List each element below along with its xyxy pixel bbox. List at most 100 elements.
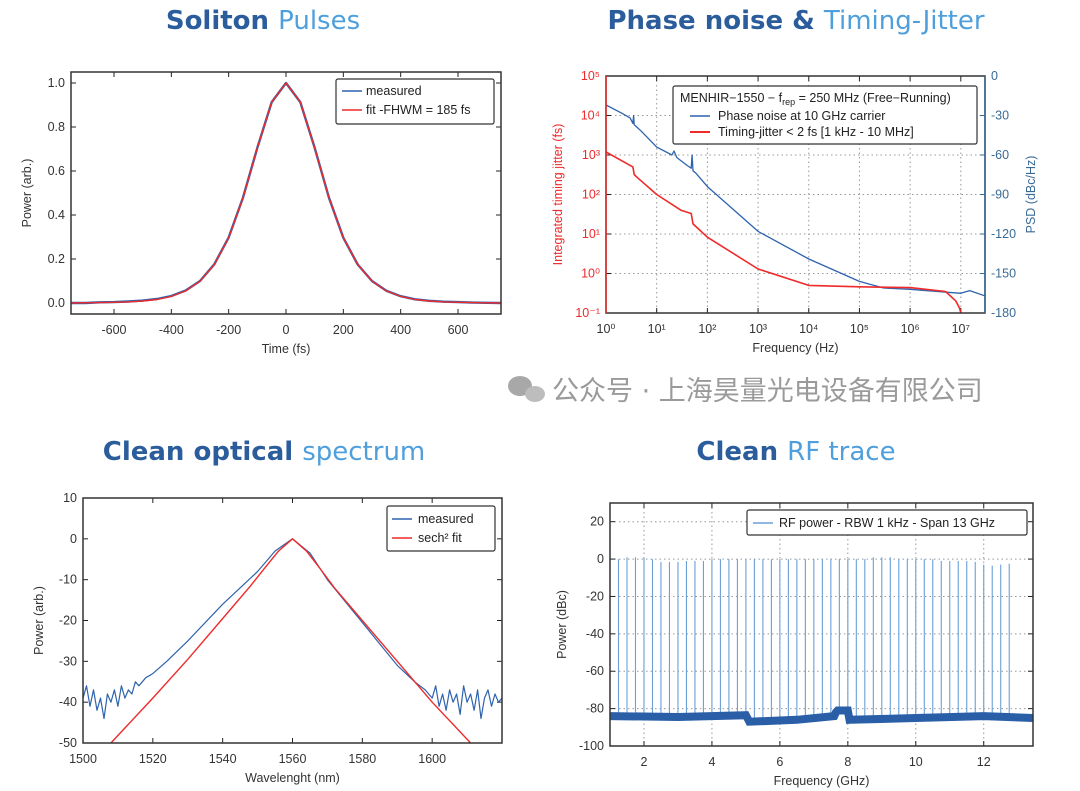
legend: measured fit -FHWM = 185 fs	[335, 78, 495, 125]
x-tick-label: 1500	[69, 752, 97, 766]
series-phase-noise	[606, 104, 985, 297]
y-tick-label: 0.6	[48, 164, 65, 178]
y-tick-label: -60	[586, 664, 604, 678]
legend-title: MENHIR−1550 − frep = 250 MHz (Free−Runni…	[680, 91, 951, 107]
x-tick-label: 10³	[749, 322, 767, 336]
legend-entry: sech² fit	[418, 531, 462, 545]
x-tick-label: 400	[390, 323, 411, 337]
x-axis-label: Frequency (Hz)	[752, 341, 838, 355]
x-tick-label: 4	[708, 755, 715, 769]
y-axis-label: Power (arb.)	[20, 159, 34, 228]
legend-entry: fit -FHWM = 185 fs	[366, 103, 471, 117]
legend-box	[335, 78, 495, 125]
y-tick-label: -50	[59, 736, 77, 750]
y-tick-label: 0.2	[48, 252, 65, 266]
x-tick-label: 6	[776, 755, 783, 769]
panel-title-phase-noise: Phase noise & Timing-Jitter	[607, 6, 984, 36]
x-tick-label: 10	[909, 755, 923, 769]
panel-title-optical-spectrum: Clean optical spectrum	[103, 437, 426, 467]
x-tick-label: -400	[159, 323, 184, 337]
legend: Phase noise at 10 GHz carrier Timing-jitt…	[672, 85, 978, 145]
series-fit	[71, 82, 501, 304]
chart-2: 1500 1520 1540 1560 1580 1600 -50 -40 -30 -20 -10 0…	[32, 491, 503, 785]
y-axis-label: Integrated timing jitter (fs)	[551, 124, 565, 266]
plots: -600 -400 -20 0 0 200 400 600 0.0 0.2 0.4 0.6 0.8 1.0…	[20, 69, 1038, 788]
x-tick-label: 1520	[139, 752, 167, 766]
panel-title-soliton-pulses: Soliton Pulses	[166, 6, 360, 36]
title-dark-part: Clean	[696, 437, 778, 467]
y-right-axis-label: PSD (dBc/Hz)	[1024, 156, 1038, 234]
legend-entry: Timing-jitter < 2 fs [1 kHz - 10 MHz]	[718, 125, 914, 139]
y-tick-label: 10³	[582, 148, 600, 162]
x-tick-label: 10⁴	[799, 322, 818, 336]
legend-entry: RF power - RBW 1 kHz - Span 13 GHz	[779, 516, 995, 530]
y-tick-label: 10	[63, 491, 77, 505]
wechat-icon	[508, 376, 545, 402]
axes-frame	[82, 497, 503, 744]
y-tick-label: 10²	[582, 188, 600, 202]
title-dark-part: Phase noise &	[607, 6, 814, 36]
y-tick-label: 1.0	[48, 76, 65, 90]
y-right-tick-label: -90	[991, 188, 1009, 202]
series-sech2-fit	[110, 538, 472, 743]
grid	[610, 503, 1033, 747]
x-tick-label: 1560	[279, 752, 307, 766]
y-right-tick-label: -60	[991, 148, 1009, 162]
x-tick-label: 2	[640, 755, 647, 769]
x-tick-label: -600	[101, 323, 126, 337]
x-tick-label: 10⁰	[597, 322, 616, 336]
y-tick-label: 10⁻¹	[575, 306, 600, 320]
y-tick-label: 0.0	[48, 296, 65, 310]
y-tick-label: 10¹	[582, 227, 600, 241]
legend-box	[746, 509, 1028, 536]
legend: measured sech² fit	[386, 505, 496, 552]
y-tick-label: -30	[59, 654, 77, 668]
watermark: 公众号 · 上海昊量光电设备有限公司	[508, 376, 983, 407]
legend-title-subscript: rep	[782, 97, 795, 107]
chart-0: -600 -400 -200 0 200 400 600 0.0 0.2 0.4 0.6 0.8 1.0…	[20, 71, 502, 356]
axes-frame	[609, 502, 1034, 747]
y-tick-label: 10⁰	[581, 267, 600, 281]
y-tick-label: 0	[597, 552, 604, 566]
x-tick-label: 10⁶	[901, 322, 920, 336]
x-tick-label: 10²	[698, 322, 716, 336]
x-tick-label: 12	[977, 755, 991, 769]
plot-area	[83, 538, 502, 743]
x-tick-label: 10⁷	[952, 322, 971, 336]
y-tick-label: -20	[586, 589, 604, 603]
x-tick-label: 600	[448, 323, 469, 337]
series-timing-jitter	[606, 151, 962, 313]
x-tick-label: 1600	[418, 752, 446, 766]
y-axis-label: Power (arb.)	[32, 586, 46, 655]
title-dark-part: Clean optical	[103, 437, 293, 467]
y-tick-label: -10	[59, 573, 77, 587]
y-tick-label: -100	[579, 739, 604, 753]
y-right-tick-label: -30	[991, 109, 1009, 123]
y-right-tick-label: -120	[991, 227, 1016, 241]
x-tick-label: 200	[333, 323, 354, 337]
y-tick-label: 0.4	[48, 208, 65, 222]
y-axis-label: Power (dBc)	[555, 590, 569, 659]
legend-entry: measured	[366, 84, 422, 98]
title-light-part: Pulses	[278, 6, 360, 36]
y-tick-label: 10⁵	[581, 69, 600, 83]
y-tick-label: -20	[59, 614, 77, 628]
title-dark-part: Soliton	[166, 6, 269, 36]
legend-entry: measured	[418, 512, 474, 526]
legend-box	[386, 505, 496, 552]
x-tick-label: 10⁵	[850, 322, 869, 336]
y-tick-label: 0.8	[48, 120, 65, 134]
chart-1: 10⁰ 10¹ 10² 10³ 10⁴ 10⁵ 10⁶ 10⁷ 10⁻¹ 10⁰ 10¹ 10² 10³…	[551, 69, 1038, 355]
panel-title-rf-trace: Clean RF trace	[696, 437, 895, 467]
plot-area	[610, 557, 1033, 726]
x-axis-label: Wavelenght (nm)	[245, 771, 340, 785]
legend-title-post: = 250 MHz (Free−Running)	[795, 91, 951, 105]
y-tick-label: -40	[586, 627, 604, 641]
rf-noise-floor	[610, 706, 1033, 726]
y-tick-label: 10⁴	[581, 109, 600, 123]
legend-box	[672, 85, 978, 145]
x-tick-label: 0	[283, 323, 290, 337]
chart-3: 2 4 6 8 10 12 -100 -80 -60 -40 -20 0 20 Frequency (GH…	[555, 502, 1034, 788]
y-tick-label: 20	[590, 515, 604, 529]
